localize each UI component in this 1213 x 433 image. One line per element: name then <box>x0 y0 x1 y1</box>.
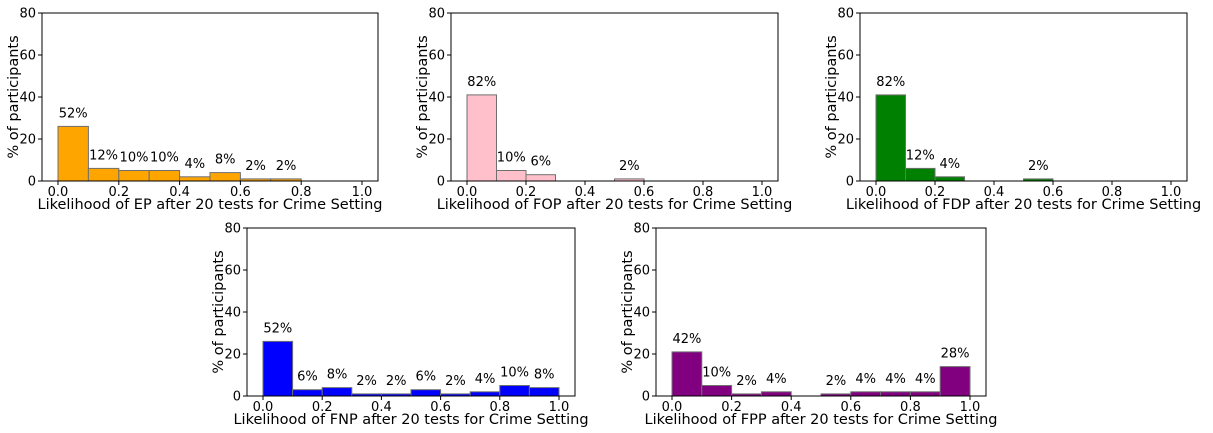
histogram-bar <box>210 173 240 181</box>
chart-panel-2: 82%10% 6% 2%0204060800.0 0.2 0.4 0.6 0.8 1.0Lik… <box>415 7 792 214</box>
histogram-bar <box>497 171 527 182</box>
y-axis-label: % of participants <box>6 35 22 158</box>
bar-value-label: 82% <box>467 75 496 90</box>
histogram-bar <box>263 341 293 396</box>
bar-value-label: 2% <box>386 374 407 389</box>
y-axis-label: % of participants <box>824 35 840 158</box>
histogram-bar <box>180 177 210 181</box>
y-tick-label: 80 <box>224 222 241 237</box>
bar-value-label: 10% <box>702 366 731 381</box>
histogram-bar <box>470 392 500 396</box>
bar-value-label: 2% <box>245 159 266 174</box>
y-tick-label: 0 <box>437 175 445 190</box>
histogram-bar <box>526 175 556 181</box>
histogram-bar <box>500 386 530 397</box>
bar-value-label: 2% <box>356 374 377 389</box>
histogram-bar <box>702 386 732 397</box>
bar-value-label: 4% <box>939 157 960 172</box>
bar-value-label: 2% <box>445 374 466 389</box>
bar-value-label: 2% <box>619 159 640 174</box>
bar-value-label: 4% <box>766 372 787 387</box>
bar-value-label: 2% <box>826 374 847 389</box>
y-tick-label: 80 <box>633 222 650 237</box>
y-tick-label: 0 <box>28 175 36 190</box>
bar-value-label: 10% <box>150 151 179 166</box>
histogram-bar <box>411 390 441 396</box>
y-tick-label: 0 <box>233 390 241 405</box>
bar-value-label: 10% <box>497 151 526 166</box>
bar-value-label: 6% <box>297 370 318 385</box>
histogram-bar <box>88 168 118 181</box>
bar-value-label: 8% <box>215 153 236 168</box>
bar-value-label: 4% <box>885 372 906 387</box>
bar-value-label: 52% <box>263 321 292 336</box>
x-axis-label: Likelihood of FNP after 20 tests for Cri… <box>233 412 588 428</box>
histogram-bar <box>761 392 791 396</box>
bar-value-label: 4% <box>184 157 205 172</box>
bar-value-label: 2% <box>1028 159 1049 174</box>
x-axis-label: Likelihood of FDP after 20 tests for Cri… <box>846 197 1201 213</box>
bar-value-label: 8% <box>534 368 555 383</box>
bar-value-label: 12% <box>89 148 118 163</box>
bar-value-label: 4% <box>855 372 876 387</box>
histogram-bar <box>467 95 497 181</box>
chart-panel-4: 52% 6% 8% 2% 2% 6% 2% 4% 10% 8% 0 20 40 60 80 0.0 0.2 0.4… <box>211 222 589 429</box>
histogram-bar <box>672 352 702 396</box>
bar-value-label: 42% <box>672 332 701 347</box>
histogram-bar <box>529 388 559 396</box>
x-axis-label: Likelihood of FOP after 20 tests for Cri… <box>437 197 793 213</box>
y-axis-label: % of participants <box>415 35 431 158</box>
bar-value-label: 82% <box>876 75 905 90</box>
bar-value-label: 28% <box>941 347 970 362</box>
chart-panel-3: 82%12%4% 2%0204060800.0 0.2 0.4 0.6 0.8 1.0Lik… <box>824 7 1201 214</box>
bar-value-label: 6% <box>415 370 436 385</box>
histogram-bar <box>119 171 149 182</box>
chart-panel-5: 42% 10% 2% 4% 2% 4% 4% 4% 28% 0 20 40 60 80 0.0 0.2 0.4 0… <box>620 222 997 429</box>
histogram-bar <box>149 171 179 182</box>
histogram-bar <box>940 367 970 396</box>
histogram-bar <box>851 392 881 396</box>
bar-value-label: 4% <box>475 372 496 387</box>
y-tick-label: 0 <box>642 390 650 405</box>
histogram-bar <box>876 95 906 181</box>
bar-value-label: 12% <box>906 148 935 163</box>
histogram-bar <box>906 168 936 181</box>
y-axis-label: % of participants <box>620 250 636 373</box>
bar-value-label: 2% <box>276 159 297 174</box>
histogram-bar <box>881 392 911 396</box>
y-tick-label: 80 <box>837 7 854 22</box>
y-axis-label: % of participants <box>211 250 227 373</box>
histogram-bar <box>935 177 965 181</box>
bar-value-label: 6% <box>530 155 551 170</box>
y-tick-label: 80 <box>428 7 445 22</box>
y-tick-label: 0 <box>846 175 854 190</box>
bar-value-label: 52% <box>59 106 88 121</box>
histogram-bar <box>322 388 352 396</box>
bar-value-label: 10% <box>500 366 529 381</box>
y-tick-label: 80 <box>19 7 36 22</box>
x-axis-label: Likelihood of FPP after 20 tests for Cri… <box>645 412 998 428</box>
histogram-bar <box>910 392 940 396</box>
bar-value-label: 8% <box>327 368 348 383</box>
bar-value-label: 4% <box>915 372 936 387</box>
histogram-bar <box>293 390 323 396</box>
histogram-bar <box>58 126 88 181</box>
x-axis-label: Likelihood of EP after 20 tests for Crim… <box>37 197 382 213</box>
bar-value-label: 10% <box>120 151 149 166</box>
bar-value-label: 2% <box>736 374 757 389</box>
